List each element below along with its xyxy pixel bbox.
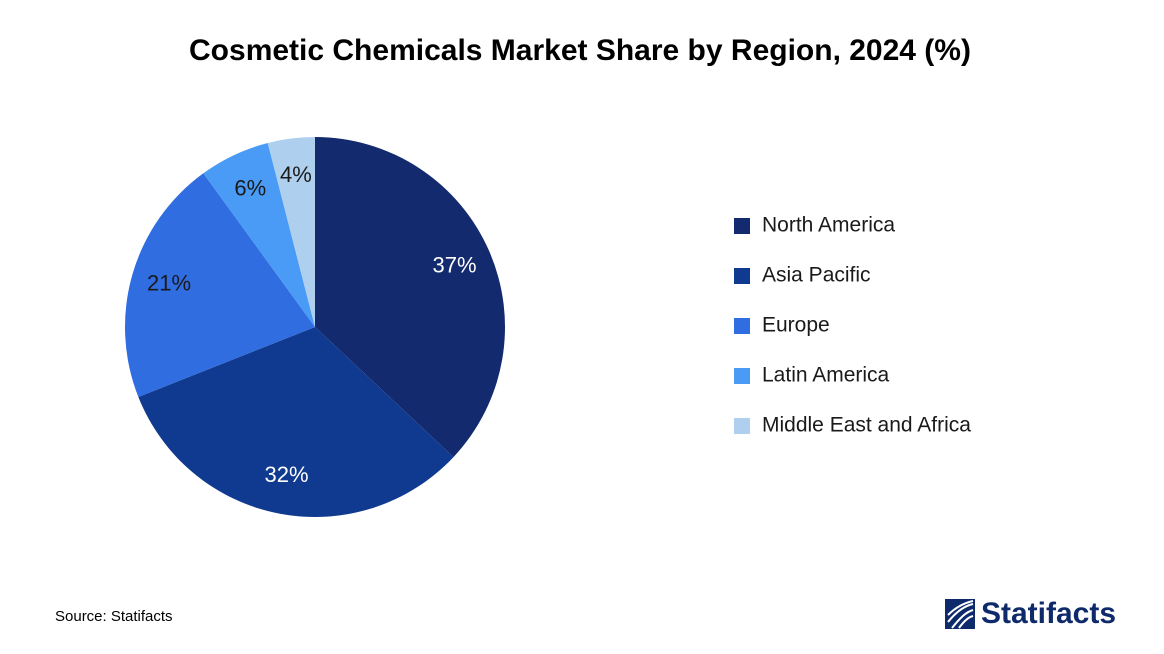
legend-swatch [734,368,750,384]
data-label: 21% [147,270,191,295]
source: Source: Statifacts [55,608,173,625]
legend-label: North America [762,214,895,237]
legend-swatch [734,268,750,284]
legend-label: Latin America [762,364,890,387]
pie-slice [203,142,315,327]
pie-slice [267,137,315,327]
legend-swatch [734,318,750,334]
pie-slice [124,173,315,397]
brand-name: Statifacts [981,597,1116,630]
legend-label: Europe [762,314,830,337]
legend-swatch [734,418,750,434]
legend-label: Asia Pacific [762,264,871,287]
pie-slice [138,327,454,518]
brand-logo: Statifacts [945,597,1116,630]
legend-swatch [734,218,750,234]
legend-label: Middle East and Africa [762,414,971,437]
data-label: 6% [234,175,266,200]
data-label: 32% [264,462,308,487]
pie-slice [315,137,505,458]
logo-mark [947,600,974,629]
chart-title: Cosmetic Chemicals Market Share by Regio… [189,34,971,67]
data-label: 37% [432,252,476,277]
data-label: 4% [280,162,312,187]
